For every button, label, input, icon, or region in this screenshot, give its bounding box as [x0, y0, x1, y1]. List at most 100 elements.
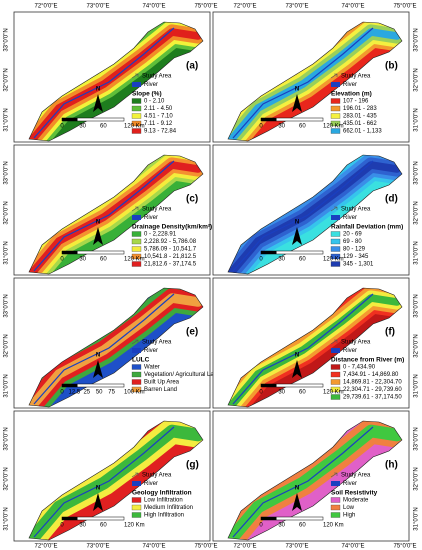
scale-label: 0 — [60, 124, 64, 130]
legend-river: River — [144, 215, 158, 221]
legend-label: 21,812.6 - 37,174.5 — [144, 262, 197, 268]
legend-swatch — [330, 231, 341, 237]
legend-title: LULC — [132, 357, 150, 364]
legend-swatch — [330, 512, 341, 518]
legend-study-area: Study Area — [142, 473, 172, 479]
scale-label: 60 — [100, 257, 107, 263]
river-swatch — [331, 82, 340, 87]
scale-label: 30 — [79, 124, 86, 130]
lat-label: 31°0'0"N — [4, 108, 10, 131]
map-region — [29, 421, 203, 540]
legend-swatch — [330, 105, 341, 112]
scale-label: 0 — [259, 257, 263, 263]
legend-swatch — [330, 113, 341, 119]
north-arrow — [93, 94, 103, 112]
lon-label-bottom: 72°0'0"E — [34, 544, 57, 550]
lon-label-bottom: 75°0'0"E — [194, 544, 217, 550]
legend-label: 7,434.91 - 14,869.80 — [343, 372, 399, 378]
legend-label: 9.13 - 72.84 — [144, 129, 177, 135]
legend-study-area: Study Area — [341, 473, 371, 479]
lon-label-top: 72°0'0"E — [233, 4, 256, 10]
scale-label: 30 — [278, 257, 285, 263]
river-swatch — [132, 348, 141, 353]
legend-label: 345 - 1,301 — [343, 262, 374, 268]
lat-label: 31°0'0"N — [414, 108, 420, 131]
map-region — [29, 22, 203, 141]
map-region — [228, 155, 402, 274]
study-area-icon — [131, 472, 139, 478]
panel-label: (h) — [385, 460, 398, 471]
legend-swatch — [131, 253, 142, 260]
legend-label: 20 - 69 — [343, 232, 362, 238]
north-arrow — [292, 493, 302, 511]
legend-label: Vegetation/ Agricultural Land — [144, 372, 220, 378]
lat-label: 33°0'0"N — [414, 294, 420, 317]
lat-label: 33°0'0"N — [414, 427, 420, 450]
legend-swatch — [131, 246, 142, 252]
lat-label: 33°0'0"N — [4, 161, 10, 184]
panel-label: (e) — [186, 327, 198, 338]
scale-label: 120 Km — [323, 390, 344, 396]
legend-swatch — [330, 238, 341, 245]
north-label: N — [295, 220, 299, 226]
legend-swatch — [330, 246, 341, 252]
legend-swatch — [131, 98, 142, 104]
legend-swatch — [131, 386, 142, 393]
study-area-icon — [131, 73, 139, 79]
river-swatch — [331, 481, 340, 486]
lon-label-top: 75°0'0"E — [393, 4, 416, 10]
scale-bar-fill — [261, 118, 277, 121]
scale-bar-fill — [261, 251, 277, 254]
scale-bar-fill — [62, 251, 78, 254]
lon-label-top: 72°0'0"E — [34, 4, 57, 10]
legend-swatch — [131, 238, 142, 245]
map-region — [228, 421, 402, 540]
legend-label: 435.01 - 662 — [343, 121, 377, 127]
scale-label: 60 — [100, 523, 107, 529]
map-panel: (f) Study Area River Distance from River (m… — [212, 277, 410, 409]
north-arrow — [93, 493, 103, 511]
study-area-icon — [131, 206, 139, 212]
study-area-icon — [330, 206, 338, 212]
legend-swatch — [131, 231, 142, 237]
legend-swatch — [131, 105, 142, 112]
map-band — [29, 424, 203, 540]
north-label: N — [295, 486, 299, 492]
scale-label: 30 — [278, 124, 285, 130]
legend-river: River — [144, 348, 158, 354]
lon-label-top: 75°0'0"E — [194, 4, 217, 10]
legend-label: 0 - 2,228.91 — [144, 232, 177, 238]
scale-label: 30 — [278, 390, 285, 396]
legend-swatch — [330, 253, 341, 260]
legend-label: Moderate — [343, 498, 369, 504]
legend-title: Slope (%) — [132, 91, 162, 98]
panel-label: (f) — [385, 327, 395, 338]
scale-label: 0 — [60, 390, 64, 396]
map-panel: (a) Study Area River Slope (%)0 - 2.102.11 … — [13, 11, 211, 143]
scale-label: 100 Km — [124, 390, 145, 396]
lon-label-top: 73°0'0"E — [86, 4, 109, 10]
lat-label: 32°0'0"N — [414, 467, 420, 490]
legend-label: 129 - 345 — [343, 254, 369, 260]
river-swatch — [331, 348, 340, 353]
scale-label: 60 — [299, 124, 306, 130]
lat-label: 31°0'0"N — [414, 241, 420, 264]
panel-label: (a) — [186, 61, 198, 72]
lat-label: 31°0'0"N — [4, 507, 10, 530]
legend-label: 10,541.8 - 21,812.5 — [144, 254, 197, 260]
study-area-outline — [227, 287, 403, 408]
study-area-icon — [330, 472, 338, 478]
legend-study-area: Study Area — [341, 207, 371, 213]
study-area-outline — [28, 154, 204, 275]
scale-label: 0 — [60, 523, 64, 529]
scale-label: 12.5 — [69, 390, 81, 396]
legend-swatch — [330, 379, 341, 385]
study-area-outline — [227, 420, 403, 541]
legend-title: Soil Resistivity — [331, 490, 378, 497]
legend-label: 196.01 - 283 — [343, 106, 377, 112]
scale-label: 120 Km — [323, 523, 344, 529]
scale-label: 25 — [83, 390, 90, 396]
scale-label: 60 — [299, 257, 306, 263]
scale-label: 0 — [259, 523, 263, 529]
legend-label: Low Infiltration — [144, 498, 183, 504]
